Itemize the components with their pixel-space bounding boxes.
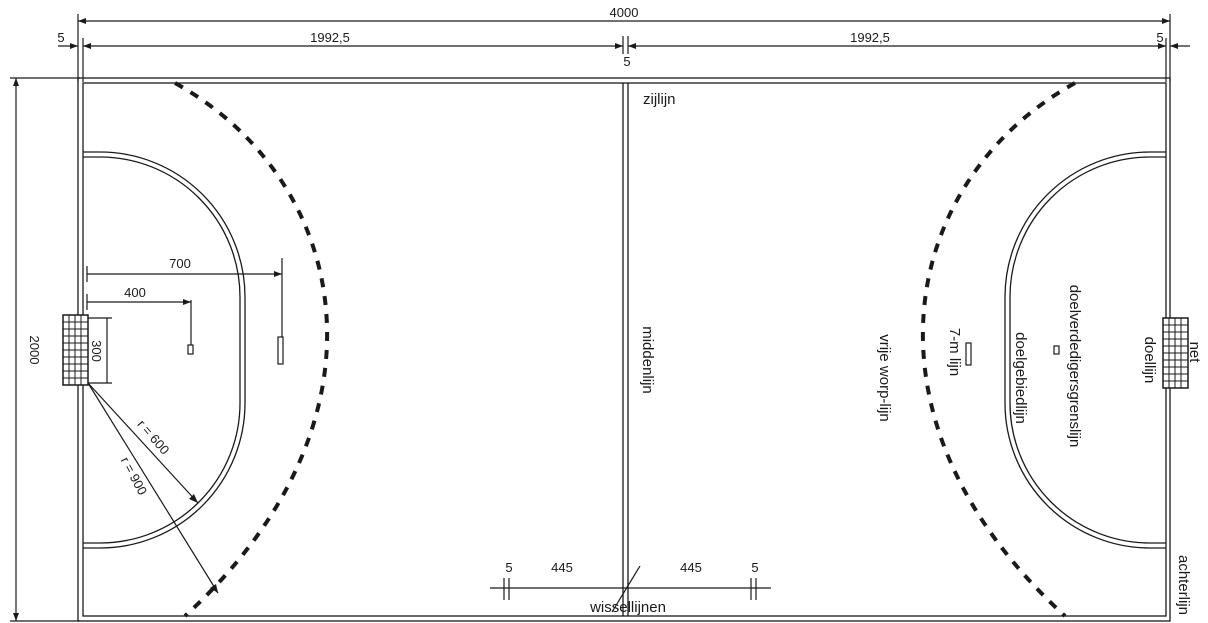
center-line-width-label: 5 (623, 54, 630, 69)
substitution-dimension (490, 565, 771, 613)
right-free-throw-line (920, 81, 1076, 618)
seven-m-line-label: 7-m lijn (946, 328, 963, 376)
center-line-label: middenlijn (639, 326, 656, 394)
goal-width-label: 300 (89, 340, 104, 362)
goalkeeper-dimension (86, 294, 191, 310)
total-length-label: 4000 (610, 5, 639, 20)
right-goalkeeper-mark (1053, 345, 1060, 355)
side-line-label: zijlijn (643, 91, 676, 108)
radius-900-arrow (210, 584, 218, 593)
sub-line-offset-left-label: 445 (551, 560, 573, 575)
left-goal-net (62, 314, 89, 386)
width-label: 2000 (27, 336, 42, 365)
width-arrow-top (13, 78, 19, 86)
right-seven-m-mark (965, 342, 972, 366)
sub-line-width-left-label: 5 (505, 560, 512, 575)
free-throw-line-label: vrije worp-lijn (876, 334, 893, 422)
half-length-right-label: 1992,5 (850, 30, 890, 45)
right-goal-net (1162, 317, 1189, 389)
half-length-left-label: 1992,5 (310, 30, 350, 45)
radius-lines (87, 382, 219, 594)
top-dimensions (58, 14, 1190, 82)
court-outline (77, 77, 1171, 622)
line-width-right-label: 5 (1156, 30, 1163, 45)
left-free-throw-line (174, 81, 330, 618)
width-dimension (10, 77, 80, 622)
sub-line-offset-right-label: 445 (680, 560, 702, 575)
left-goal-area-line (83, 151, 246, 549)
top-arrowheads (70, 18, 1178, 49)
back-line-label: achterlijn (1175, 555, 1192, 615)
right-goal-area-line (1004, 151, 1166, 549)
goal-width-dimension (88, 317, 112, 384)
goal-area-radius-label: r = 600 (134, 417, 172, 458)
line-width-left-label: 5 (57, 30, 64, 45)
goal-area-line-label: doelgebiedlijn (1012, 332, 1029, 424)
goalkeeper-line-label: doelverdedigersgrenslijn (1066, 285, 1083, 448)
sub-line-width-right-label: 5 (751, 560, 758, 575)
goalkeeper-distance-label: 400 (124, 285, 146, 300)
goalkeeper-arrow (183, 299, 191, 305)
radius-600-arrow (189, 494, 198, 503)
seven-m-distance-label: 700 (169, 256, 191, 271)
center-line (622, 83, 629, 616)
substitution-lines-label: wissellijnen (589, 599, 666, 616)
net-label: net (1186, 342, 1203, 364)
left-goalkeeper-mark (187, 344, 194, 355)
goal-line-label: doellijn (1141, 337, 1158, 384)
seven-m-dimension (86, 266, 282, 282)
seven-m-arrow (274, 271, 282, 277)
width-arrow-bottom (13, 613, 19, 621)
left-seven-m-mark (277, 336, 284, 365)
